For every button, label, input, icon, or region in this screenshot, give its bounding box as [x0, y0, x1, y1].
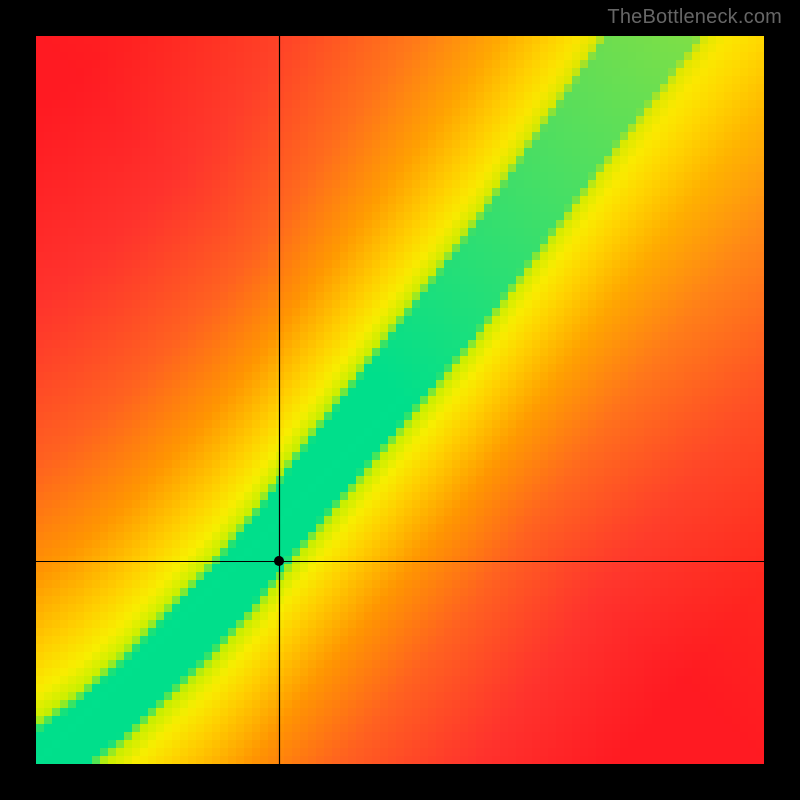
watermark-text: TheBottleneck.com [607, 6, 782, 29]
chart-container: TheBottleneck.com [0, 0, 800, 800]
bottleneck-heatmap [0, 0, 800, 800]
